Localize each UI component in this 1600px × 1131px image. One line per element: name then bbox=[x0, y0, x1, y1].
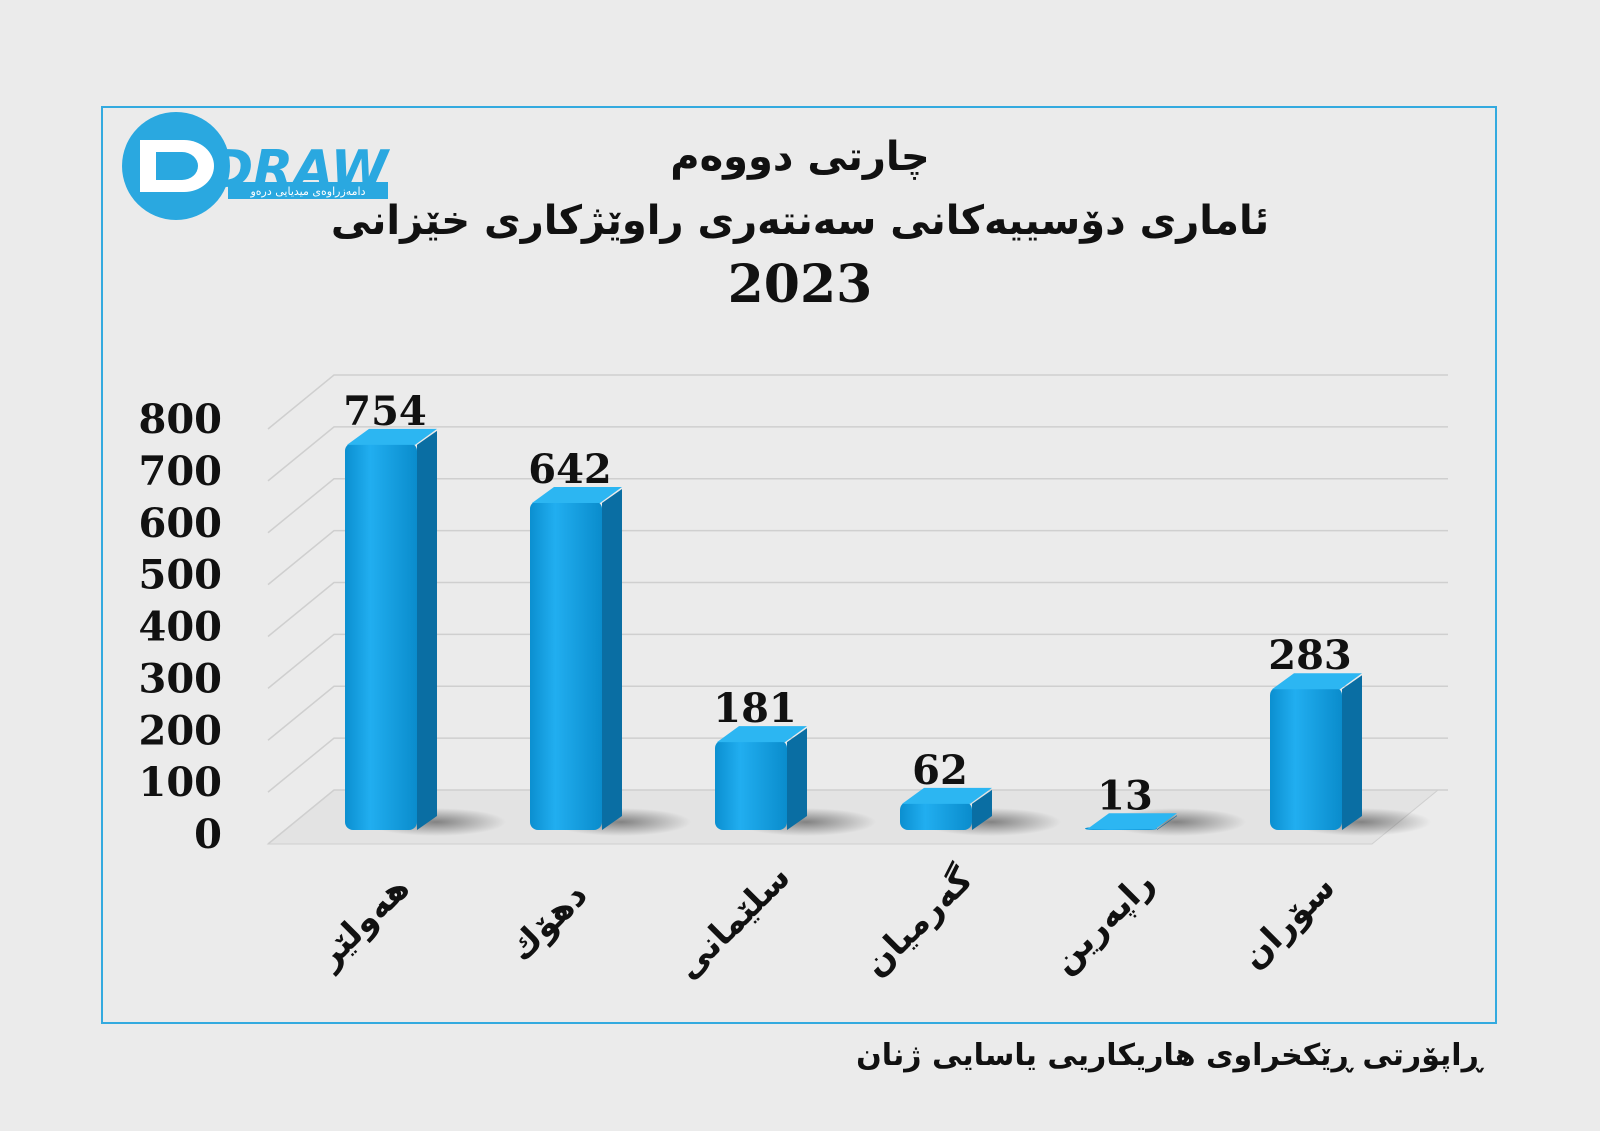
logo-tagline: دامەزراوەی میدیایی درەو bbox=[249, 185, 365, 198]
bar-top bbox=[1272, 673, 1362, 690]
y-tick-label: 700 bbox=[139, 448, 223, 495]
gridline bbox=[267, 737, 1448, 793]
bar-side bbox=[972, 789, 992, 830]
y-tick-label: 400 bbox=[139, 604, 223, 651]
source-note: ڕاپۆرتی ڕێکخراوی هاریکاریی یاسایی ژنان bbox=[856, 1038, 1482, 1073]
bar-6 bbox=[1270, 673, 1431, 836]
x-category-label: دهۆك bbox=[501, 875, 595, 969]
title-line-3: 2023 bbox=[727, 254, 873, 315]
bar-top bbox=[902, 787, 992, 804]
draw-logo: DRAW دامەزراوەی میدیایی درەو bbox=[122, 112, 391, 220]
gridline bbox=[267, 685, 1448, 741]
data-label: 283 bbox=[1268, 632, 1352, 679]
data-label: 181 bbox=[713, 685, 797, 732]
bar-top bbox=[1087, 813, 1177, 830]
chart-frame bbox=[101, 106, 1497, 1024]
title-line-1: چارتی دووەم bbox=[670, 134, 930, 180]
bar-side bbox=[417, 430, 437, 830]
x-category-label: هەولێر bbox=[308, 868, 418, 978]
bar-side bbox=[1342, 675, 1362, 830]
gridline bbox=[267, 426, 1448, 482]
title-line-2: ئاماری دۆسییەکانی سەنتەری راوێژکاری خێزا… bbox=[330, 198, 1270, 244]
x-category-label: گەرمیان bbox=[856, 860, 981, 985]
gridline bbox=[267, 633, 1448, 689]
bar-front bbox=[1270, 687, 1342, 830]
y-tick-label: 100 bbox=[139, 759, 223, 806]
bar-front bbox=[900, 801, 972, 830]
y-tick-label: 200 bbox=[139, 707, 223, 754]
x-axis: هەولێر دهۆك سلێمانی گەرمیان راپەرین سۆران bbox=[308, 857, 1343, 987]
bar-3 bbox=[715, 726, 876, 836]
bar-front bbox=[345, 442, 417, 830]
gridline bbox=[267, 374, 1448, 430]
gridline bbox=[267, 581, 1448, 638]
data-label: 13 bbox=[1097, 772, 1153, 819]
bar-2 bbox=[530, 486, 691, 836]
bar-5 bbox=[1085, 808, 1246, 836]
bar-front bbox=[530, 500, 602, 830]
chart-title: چارتی دووەم ئاماری دۆسییەکانی سەنتەری را… bbox=[300, 125, 1300, 317]
gridline bbox=[267, 529, 1448, 586]
y-tick-label: 300 bbox=[139, 655, 223, 702]
data-labels: 754 642 181 62 13 283 bbox=[343, 388, 1352, 819]
y-tick-label: 0 bbox=[194, 811, 222, 858]
y-tick-label: 600 bbox=[139, 500, 223, 547]
bar-top bbox=[717, 726, 807, 743]
data-label: 642 bbox=[528, 446, 612, 493]
x-category-label: سلێمانی bbox=[668, 857, 798, 987]
bars bbox=[345, 428, 1431, 836]
y-tick-label: 800 bbox=[139, 396, 223, 443]
bar-side bbox=[787, 728, 807, 830]
bar-side bbox=[1157, 815, 1177, 830]
data-label: 754 bbox=[343, 388, 427, 435]
bar-4 bbox=[900, 787, 1061, 836]
x-category-label: سۆران bbox=[1233, 867, 1343, 977]
y-tick-label: 500 bbox=[139, 552, 223, 599]
bar-top bbox=[532, 486, 622, 503]
data-label: 62 bbox=[912, 747, 968, 794]
x-category-label: راپەرین bbox=[1044, 863, 1162, 981]
bar-1 bbox=[345, 428, 506, 836]
gridline bbox=[267, 789, 1448, 845]
bar-top bbox=[347, 428, 437, 445]
gridline bbox=[267, 478, 1448, 534]
bar-front bbox=[715, 740, 787, 830]
bar-side bbox=[602, 488, 622, 830]
